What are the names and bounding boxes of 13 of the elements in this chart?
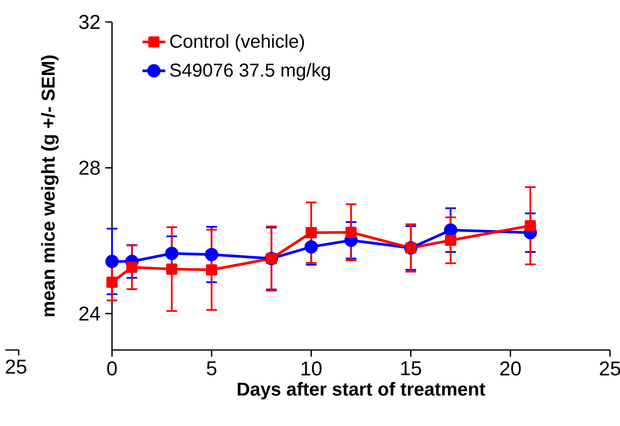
y-tick-label: 28 — [79, 160, 100, 175]
x-tick-label: 0 — [107, 361, 117, 376]
legend-label: S49076 37.5 mg/kg — [170, 63, 330, 80]
x-tick-label: 15 — [401, 361, 422, 376]
x-tick-label: 25 — [600, 361, 620, 376]
x-axis-title: Days after start of treatment — [238, 382, 486, 400]
y-tick-label: 32 — [79, 14, 100, 30]
x-tick-label: 5 — [206, 361, 216, 376]
y-axis-title: mean mice weight (g +/- SEM) — [41, 55, 59, 316]
y-tick-label: 24 — [79, 306, 100, 321]
x-tick-label: 10 — [302, 361, 322, 376]
x-tick-label: 20 — [500, 361, 521, 376]
legend-label: Control (vehicle) — [170, 34, 304, 52]
